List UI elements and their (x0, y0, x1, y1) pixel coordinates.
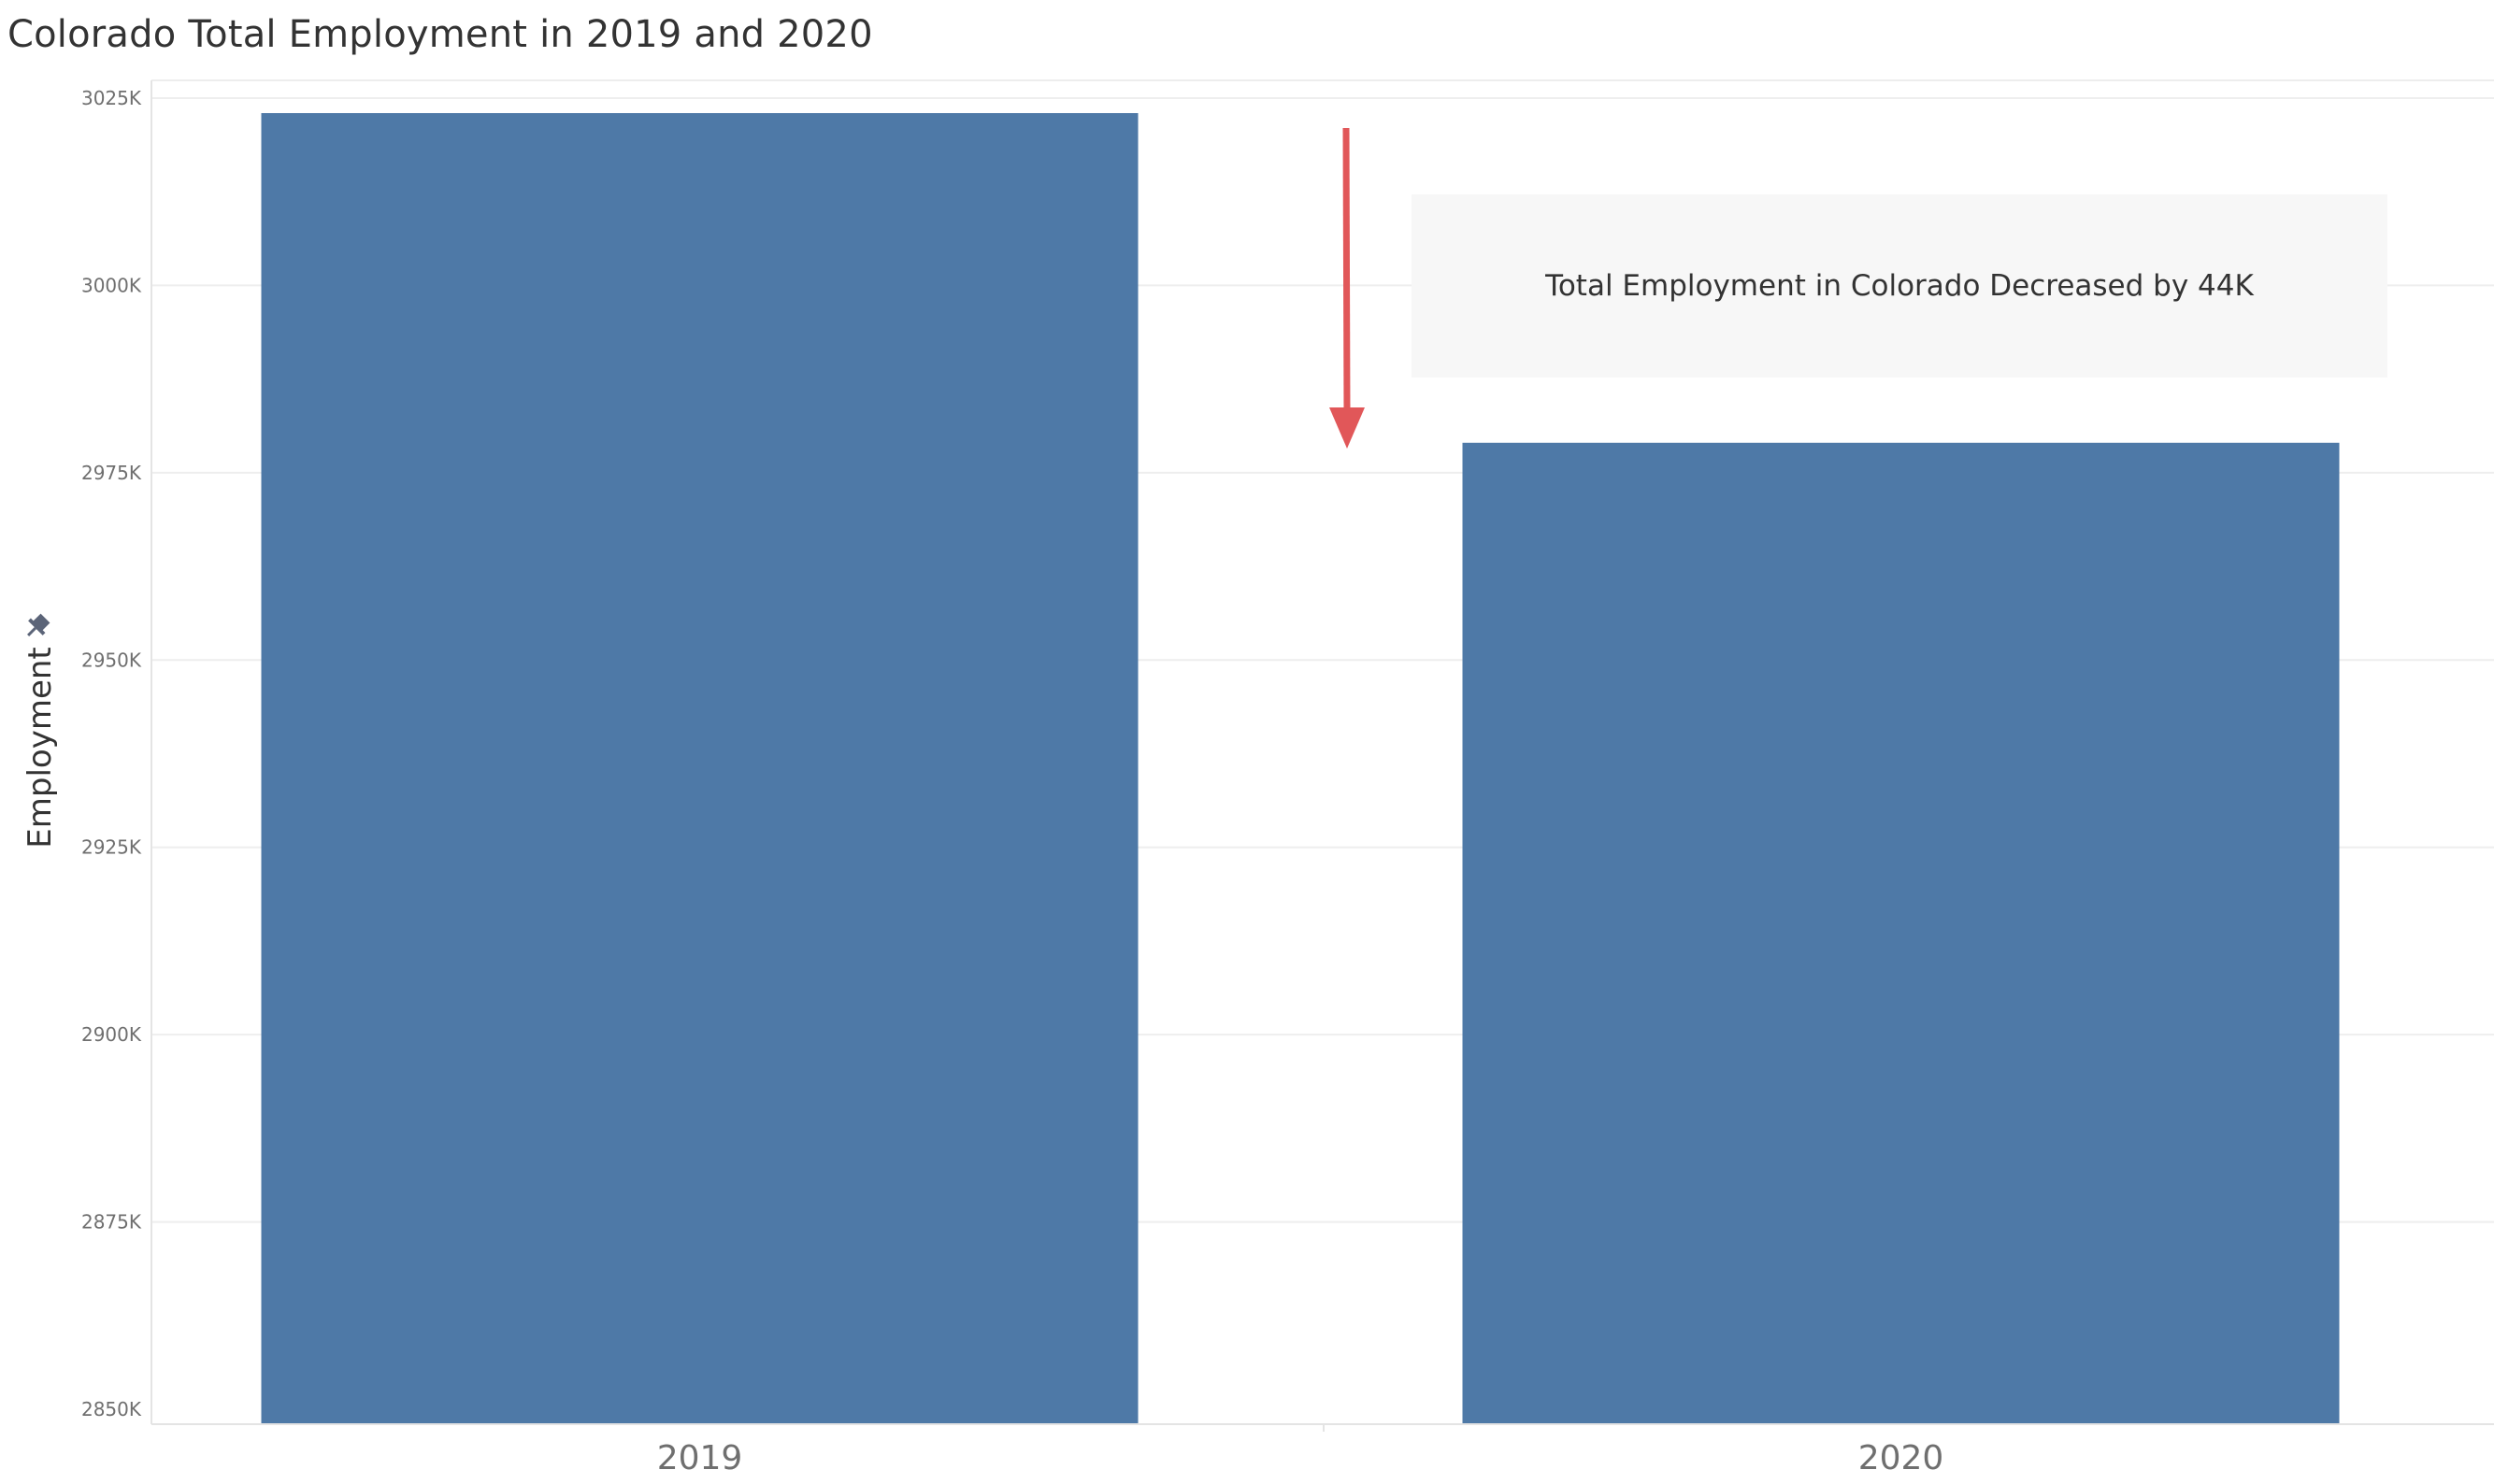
bar-2019 (261, 113, 1139, 1424)
annotation-box (1412, 194, 2387, 378)
bar-2020 (1462, 442, 2340, 1424)
chart-title: Colorado Total Employment in 2019 and 20… (7, 13, 873, 56)
y-tick-label: 2850K (81, 1398, 142, 1420)
y-tick-label: 2950K (81, 649, 142, 671)
annotation-text: Total Employment in Colorado Decreased b… (1544, 269, 2254, 303)
y-axis-label: Employment (22, 647, 59, 848)
annotation: Total Employment in Colorado Decreased b… (1329, 127, 2387, 449)
pin-icon-collar (28, 618, 46, 635)
pin-icon-head (33, 613, 50, 631)
x-tick-label: 2020 (1858, 1439, 1944, 1477)
y-tick-label: 2875K (81, 1211, 142, 1234)
y-tick-label: 3025K (81, 87, 142, 109)
y-tick-label: 2900K (81, 1023, 142, 1046)
pin-icon (27, 613, 50, 636)
y-tick-label: 3000K (81, 274, 142, 296)
decrease-arrow-head (1329, 407, 1365, 449)
y-tick-label: 2975K (81, 462, 142, 484)
x-tick-label: 2019 (657, 1439, 743, 1477)
y-tick-label: 2925K (81, 836, 142, 859)
pin-icon-needle (27, 627, 36, 636)
decrease-arrow-shaft (1342, 127, 1351, 418)
axes: 2850K 2875K 2900K 2925K 2950K 2975K 3000K 3025K… (81, 80, 2494, 1477)
y-axis-title: Employment (22, 613, 59, 849)
bars (261, 113, 2340, 1424)
